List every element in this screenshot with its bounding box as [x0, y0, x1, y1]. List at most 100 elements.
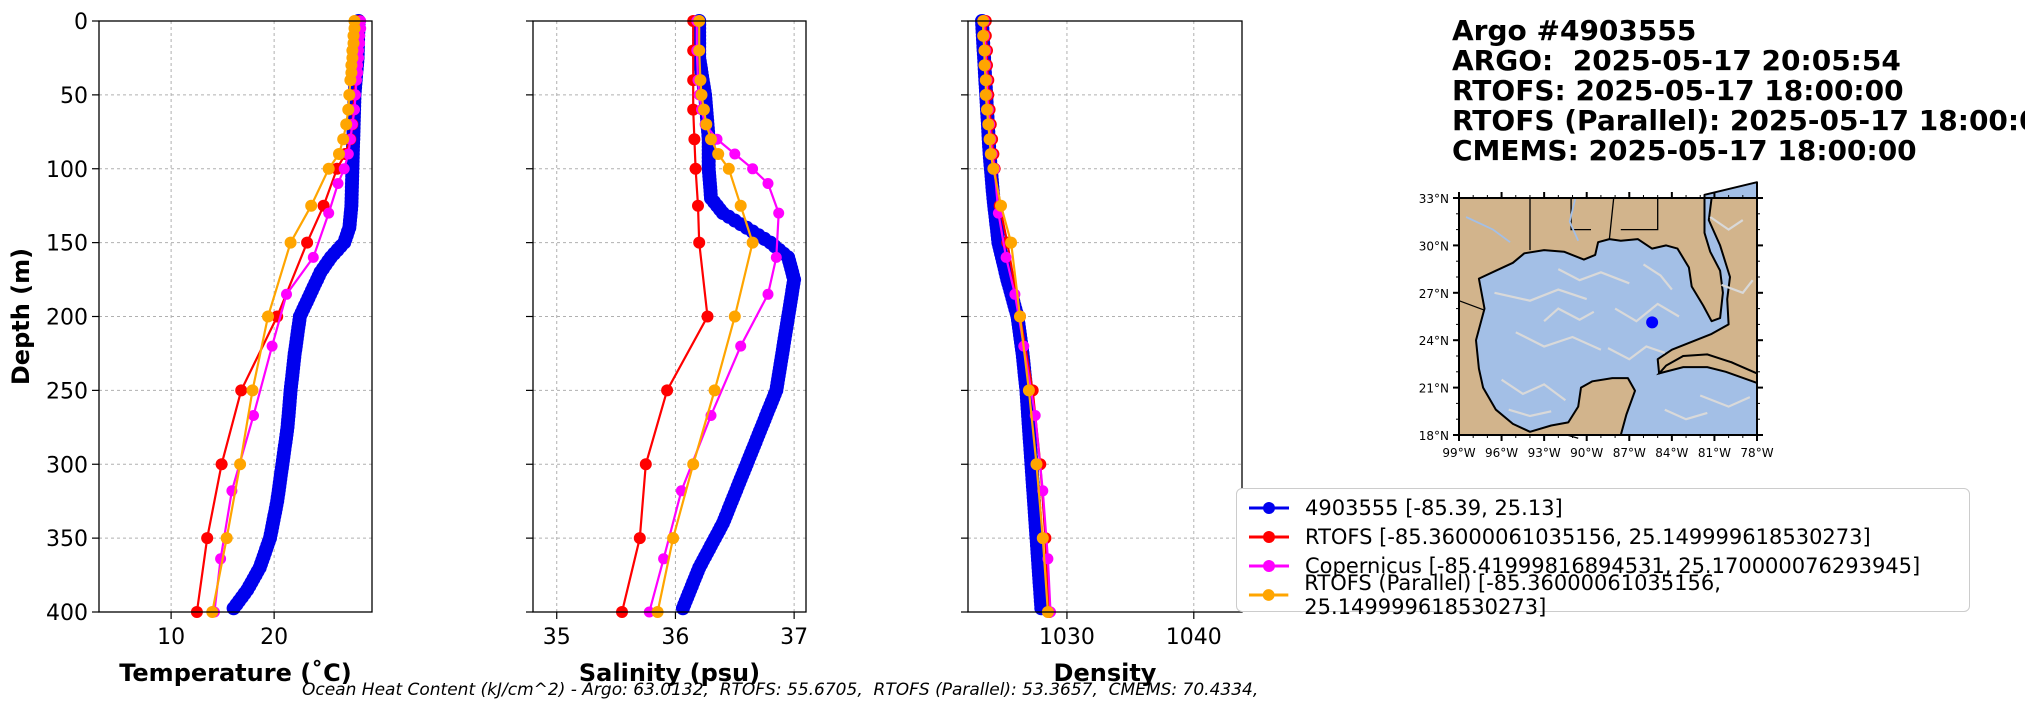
data-point: [342, 148, 354, 160]
ohc-footer: Ocean Heat Content (kJ/cm^2) - Argo: 63.…: [302, 680, 1259, 700]
data-point: [658, 553, 670, 565]
data-point: [979, 74, 992, 87]
data-point: [979, 88, 992, 101]
data-point: [1022, 384, 1035, 397]
x-tick-label: 37: [780, 625, 808, 650]
data-point: [262, 310, 274, 323]
map-lon-label: 84°W: [1655, 446, 1688, 460]
data-point: [215, 458, 228, 471]
y-tick-label: 100: [46, 158, 88, 183]
streamline: [1709, 216, 1744, 231]
river-line: [1465, 216, 1511, 243]
x-axis-title: Temperature (˚C): [119, 659, 352, 687]
data-point: [978, 59, 991, 72]
streamline: [1607, 345, 1666, 361]
legend-label: 4903555 [-85.39, 25.13]: [1305, 495, 1563, 520]
map-lon-label: 93°W: [1528, 446, 1561, 460]
data-point: [661, 384, 674, 397]
map-lat-label: 24°N: [1419, 334, 1449, 348]
data-point: [633, 532, 646, 545]
series-3: [206, 15, 361, 618]
axes-frame: [98, 20, 373, 613]
data-point: [307, 251, 319, 263]
series-0: [226, 14, 366, 616]
data-point: [693, 236, 706, 249]
streamline: [1614, 302, 1680, 323]
data-point: [343, 88, 356, 101]
map-lon-label: 81°W: [1698, 446, 1731, 460]
x-axis-title: Density: [1054, 659, 1157, 687]
data-point: [981, 103, 993, 116]
legend-marker-icon: [1249, 530, 1289, 543]
data-point: [284, 236, 297, 249]
data-point: [344, 74, 357, 87]
data-point: [342, 103, 355, 116]
data-point: [712, 148, 725, 160]
data-point: [1005, 236, 1018, 249]
data-point: [333, 148, 345, 160]
map-lat-label: 27°N: [1419, 287, 1449, 301]
river-line: [1568, 197, 1580, 242]
streamline: [1699, 394, 1751, 408]
series-3: [651, 15, 759, 618]
map-lon-label: 99°W: [1442, 446, 1475, 460]
info-cmems-time: CMEMS: 2025-05-17 18:00:00: [1452, 134, 1917, 167]
data-point: [281, 288, 292, 300]
location-map: 33°N 30°N 27°N 24°N 21°N 18°N 99°W 96°W 93°W 90°W…: [1419, 181, 1774, 460]
data-point: [984, 148, 997, 160]
data-point: [693, 44, 706, 57]
legend-entry-rtofs-parallel: RTOFS (Parallel) [-85.36000061035156, 25…: [1247, 571, 1959, 619]
y-tick-label: 400: [46, 601, 88, 626]
data-point: [700, 118, 713, 131]
data-point: [734, 199, 747, 212]
data-point: [667, 532, 680, 545]
border-line: [1620, 198, 1659, 231]
x-tick-label: 36: [661, 625, 689, 650]
data-point: [995, 199, 1007, 212]
data-point: [694, 74, 707, 87]
data-point: [770, 251, 782, 263]
data-point: [701, 310, 714, 323]
legend-marker-icon: [1248, 588, 1289, 601]
data-point: [235, 384, 248, 397]
streamline: [1543, 307, 1595, 323]
legend-label: RTOFS [-85.36000061035156, 25.1499996185…: [1305, 524, 1871, 549]
map-lat-label: 33°N: [1419, 192, 1449, 206]
data-point: [639, 458, 652, 471]
data-point: [689, 162, 702, 175]
streamline: [1642, 263, 1673, 291]
data-point: [773, 207, 785, 219]
y-tick-label: 50: [60, 84, 88, 109]
data-point: [692, 199, 704, 212]
panel-density: 1030 1040 Density: [961, 14, 1243, 687]
data-point: [687, 458, 700, 471]
legend-entry-argo: 4903555 [-85.39, 25.13]: [1247, 493, 1959, 522]
streamline: [1494, 288, 1588, 302]
panel-temperature: 0 50 100 150 200 250 300 350 400 10 20 Temperature …: [7, 10, 373, 687]
data-point: [340, 118, 353, 131]
series-line: [656, 21, 754, 613]
panel-salinity: 35 36 37 Salinity (psu): [526, 14, 808, 687]
data-point: [722, 162, 735, 175]
info-rtofs-parallel-time: RTOFS (Parallel): 2025-05-17 18:00:00: [1452, 104, 2025, 137]
streamline: [1557, 268, 1630, 285]
streamline: [1721, 279, 1754, 295]
map-lon-label: 90°W: [1570, 446, 1603, 460]
data-point: [301, 236, 314, 249]
data-point: [695, 88, 708, 101]
data-point: [762, 288, 774, 300]
x-tick-label: 20: [260, 625, 288, 650]
y-tick-label: 250: [46, 379, 88, 404]
x-tick-label: 1030: [1039, 625, 1095, 650]
border-line: [1608, 197, 1615, 240]
legend-label: Copernicus [-85.41999816894531, 25.17000…: [1305, 553, 1921, 578]
axes-frame: [532, 20, 807, 613]
data-point: [675, 601, 690, 616]
legend-entry-copernicus: Copernicus [-85.41999816894531, 25.17000…: [1247, 551, 1959, 580]
data-point: [983, 133, 996, 146]
map-lat-label: 21°N: [1419, 382, 1449, 396]
x-tick-label: 10: [157, 625, 185, 650]
data-point: [687, 103, 700, 116]
legend-marker-icon: [1249, 559, 1289, 572]
